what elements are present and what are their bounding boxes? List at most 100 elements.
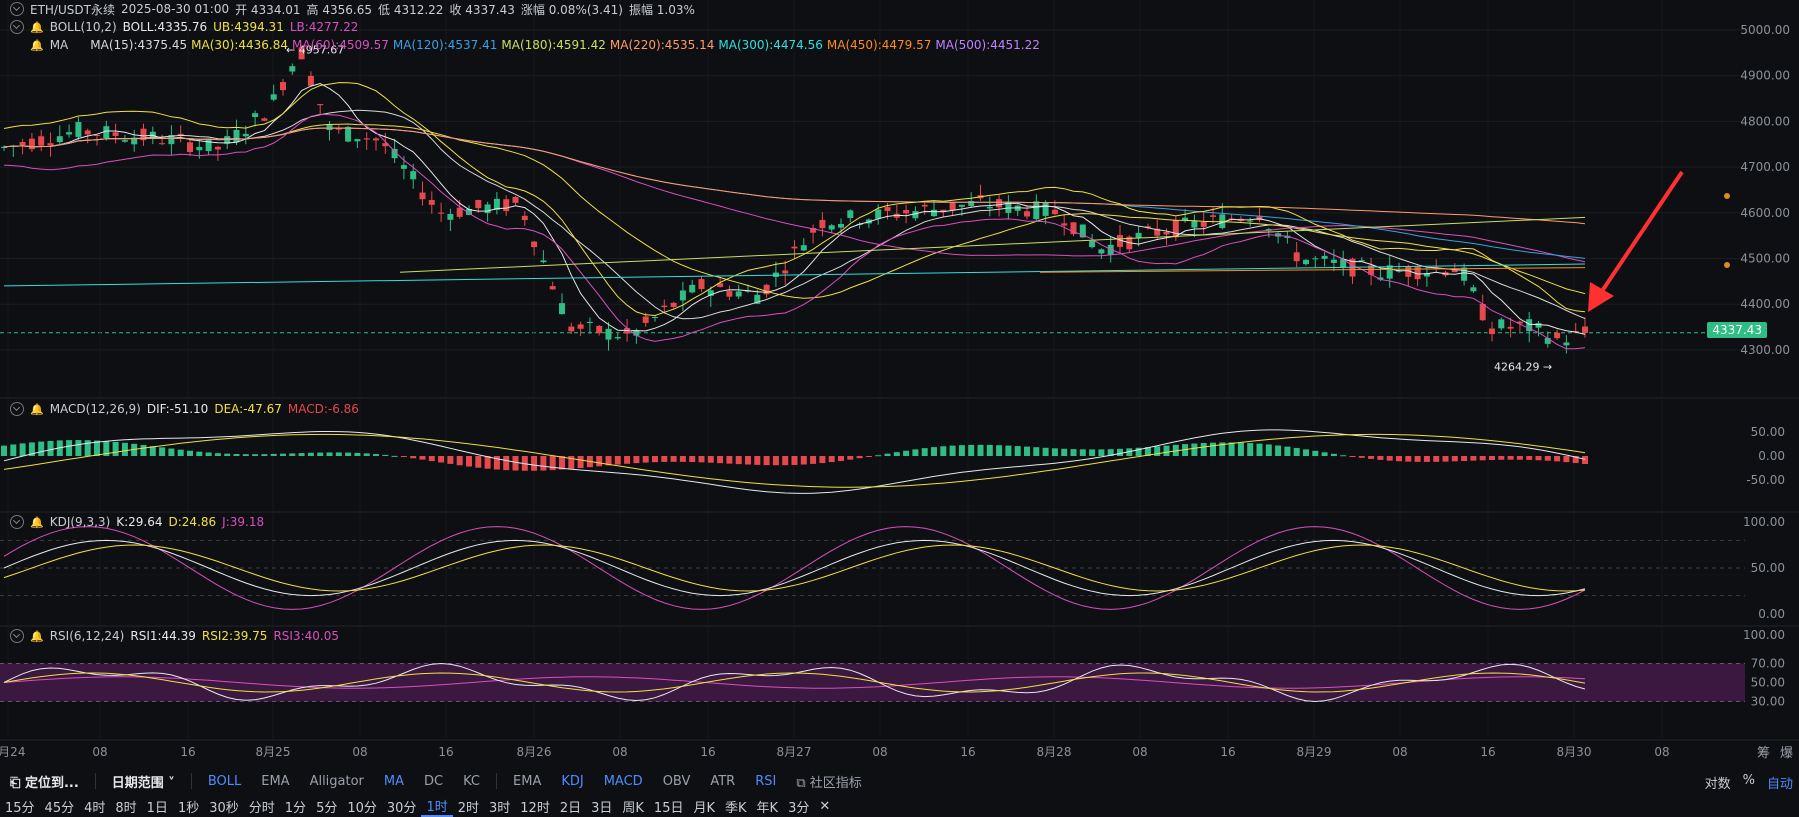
interval-7[interactable]: 分时	[248, 801, 275, 816]
time-tick-label: 16	[1480, 745, 1495, 759]
main-indicator-4[interactable]: DC	[424, 773, 444, 789]
macd-histogram-bar	[242, 454, 249, 456]
macd-histogram-bar	[1312, 450, 1319, 456]
candle-body	[1358, 260, 1365, 262]
macd-histogram-bar	[1024, 446, 1030, 456]
interval-6[interactable]: 30秒	[209, 801, 239, 816]
candle-body	[1563, 342, 1570, 346]
candle-body	[270, 94, 277, 100]
collapse-icon[interactable]	[10, 629, 24, 643]
main-indicator-0[interactable]: BOLL	[207, 773, 242, 789]
candle-body	[1293, 252, 1300, 262]
macd-histogram-bar	[1247, 443, 1254, 456]
macd-histogram-bar	[652, 456, 658, 463]
macd-histogram-bar	[66, 440, 73, 456]
candle-body	[717, 283, 724, 287]
candle-body	[884, 207, 891, 212]
collapse-icon[interactable]	[10, 20, 24, 34]
candle-body	[810, 227, 817, 233]
sub-indicator-0[interactable]: EMA	[513, 773, 542, 789]
macd-histogram-bar	[261, 454, 268, 456]
time-tick-label: 08	[872, 745, 887, 759]
candle-body	[373, 138, 379, 141]
locate-button[interactable]: ⎗ 定位到...	[10, 775, 79, 791]
sub-indicator-4[interactable]: ATR	[710, 773, 736, 789]
interval-13[interactable]: 2时	[457, 801, 479, 816]
interval-8[interactable]: 1分	[284, 801, 307, 816]
interval-5[interactable]: 1秒	[177, 801, 200, 816]
bell-icon[interactable]: 🔔	[30, 515, 44, 529]
macd-histogram-bar	[1330, 453, 1337, 456]
date-range-button[interactable]: 日期范围 ˅	[111, 775, 175, 791]
scale-option-2[interactable]: 自动	[1766, 777, 1793, 792]
interval-16[interactable]: 2日	[559, 801, 582, 816]
macd-histogram-bar	[838, 456, 844, 461]
collapse-icon[interactable]	[10, 2, 24, 16]
liquidation-button[interactable]: 爆	[1779, 746, 1793, 761]
sub-indicator-3[interactable]: OBV	[662, 773, 691, 789]
candle-body	[1033, 201, 1040, 220]
interval-2[interactable]: 4时	[84, 801, 106, 816]
macd-histogram-bar	[335, 452, 342, 456]
chip-button[interactable]: 筹	[1756, 746, 1770, 761]
interval-21[interactable]: 季K	[725, 801, 747, 816]
macd-histogram-bar	[940, 446, 947, 456]
sub-indicator-1[interactable]: KDJ	[561, 773, 584, 789]
candle-body	[828, 225, 835, 230]
chart-canvas[interactable]: 5000.00 4900.00 4800.00 4700.00 4600.00 4500.…	[0, 0, 1799, 767]
interval-15[interactable]: 12时	[520, 801, 550, 816]
interval-17[interactable]: 3日	[591, 801, 613, 816]
interval-4[interactable]: 1日	[146, 801, 168, 816]
main-indicator-1[interactable]: EMA	[261, 773, 290, 789]
candle-body	[838, 223, 844, 228]
interval-9[interactable]: 5分	[316, 801, 338, 816]
interval-18[interactable]: 周K	[622, 801, 644, 816]
interval-23[interactable]: 3分	[788, 801, 810, 816]
macd-histogram-bar	[512, 456, 519, 471]
bell-icon[interactable]: 🔔	[30, 38, 44, 52]
bell-icon[interactable]: 🔔	[30, 402, 44, 416]
macd-histogram-bar	[112, 441, 119, 456]
interval-19[interactable]: 15日	[653, 801, 684, 816]
community-indicators-button[interactable]: ⧉ 社区指标	[796, 775, 862, 791]
interval-24[interactable]: ✕	[819, 799, 831, 814]
main-indicator-5[interactable]: KC	[463, 773, 481, 789]
interval-3[interactable]: 8时	[115, 801, 137, 816]
bell-icon[interactable]: 🔔	[30, 629, 44, 643]
interval-11[interactable]: 30分	[386, 801, 417, 816]
interval-1[interactable]: 45分	[44, 801, 75, 816]
interval-22[interactable]: 年K	[756, 801, 779, 816]
ma-values: MA(15):4375.45 MA(30):4436.84 MA(60):4509.…	[90, 38, 1040, 52]
candle-body	[577, 324, 584, 329]
candle-body	[112, 132, 119, 136]
macd-histogram-bar	[782, 456, 789, 466]
collapse-icon[interactable]	[10, 515, 24, 529]
main-indicator-3[interactable]: MA	[383, 773, 405, 789]
sub-indicator-2[interactable]: MACD	[603, 773, 643, 789]
scale-option-0[interactable]: 对数	[1704, 777, 1731, 792]
macd-histogram-bar	[75, 440, 82, 456]
bell-icon[interactable]: 🔔	[30, 20, 44, 34]
interval-10[interactable]: 10分	[347, 801, 377, 816]
open-label: 开 4334.01	[235, 2, 301, 17]
macd-histogram-bar	[1154, 446, 1161, 456]
candle-body	[1368, 265, 1375, 275]
interval-20[interactable]: 月K	[693, 801, 715, 816]
interval-0[interactable]: 15分	[5, 801, 35, 816]
interval-14[interactable]: 3时	[489, 801, 511, 816]
main-indicator-2[interactable]: Alligator	[309, 773, 364, 789]
time-tick-label: 16	[438, 745, 453, 759]
sub-indicator-5[interactable]: RSI	[755, 773, 777, 789]
ma-name: MA	[49, 38, 69, 52]
ma-value-5: MA(220):4535.14	[609, 38, 715, 52]
macd-histogram-bar	[1321, 452, 1328, 456]
candle-body	[679, 290, 686, 301]
macd-histogram-bar	[373, 454, 379, 456]
sub-indicator-list: EMA KDJ MACD OBV ATR RSI	[503, 774, 786, 789]
macd-histogram-bar	[679, 456, 686, 462]
collapse-icon[interactable]	[10, 402, 24, 416]
interval-12[interactable]: 1时	[421, 796, 453, 817]
scale-option-1[interactable]: %	[1742, 773, 1755, 788]
ma-value-1: MA(30):4436.84	[191, 38, 289, 52]
macd-histogram-bar	[717, 456, 724, 464]
